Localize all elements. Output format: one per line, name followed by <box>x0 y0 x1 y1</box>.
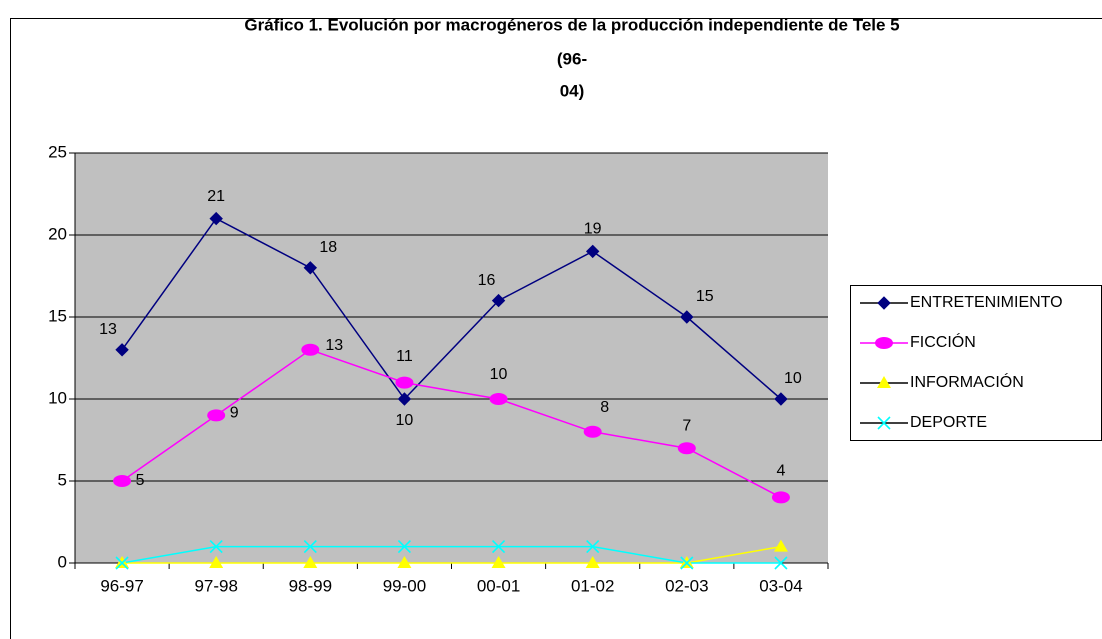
y-tick-label: 10 <box>48 388 67 407</box>
x-tick-label: 02-03 <box>665 576 708 595</box>
data-label: 9 <box>230 405 239 422</box>
data-label: 15 <box>696 288 714 305</box>
marker <box>303 261 318 275</box>
data-label: 21 <box>207 188 225 205</box>
legend-label: FICCIÓN <box>910 332 976 351</box>
y-tick-label: 0 <box>58 552 67 571</box>
marker <box>491 293 506 308</box>
marker <box>209 211 223 226</box>
chart-title: Gráfico 1. Evolución por macrogéneros de… <box>244 15 899 34</box>
data-label: 10 <box>490 366 508 383</box>
data-label: 11 <box>396 348 413 365</box>
marker <box>585 556 600 568</box>
data-label: 18 <box>319 239 337 256</box>
x-tick-label: 03-04 <box>759 576 802 595</box>
marker <box>209 556 224 568</box>
data-label: 4 <box>776 463 785 480</box>
y-tick-label: 25 <box>48 142 67 161</box>
marker <box>397 556 412 568</box>
plot-area <box>75 153 828 563</box>
y-tick-label: 20 <box>48 224 67 243</box>
data-label: 19 <box>584 221 602 238</box>
marker <box>774 556 788 570</box>
y-tick-label: 5 <box>58 470 67 489</box>
marker <box>875 337 893 349</box>
marker <box>583 425 602 438</box>
marker <box>113 475 132 487</box>
legend-label: ENTRETENIMIENTO <box>910 294 1063 311</box>
marker <box>301 343 320 356</box>
marker <box>303 540 317 554</box>
chart-title: (96- <box>557 49 587 68</box>
marker <box>207 409 226 422</box>
data-label: 16 <box>478 272 496 289</box>
legend-label: DEPORTE <box>910 414 987 431</box>
y-tick-label: 15 <box>48 306 67 325</box>
chart-border <box>10 18 1102 639</box>
series-line <box>121 348 782 499</box>
marker <box>491 556 506 568</box>
marker <box>877 416 891 430</box>
marker <box>680 556 694 570</box>
series-line <box>122 545 782 564</box>
data-label: 13 <box>99 321 117 338</box>
series-line <box>121 217 782 401</box>
marker <box>677 442 696 455</box>
data-label: 10 <box>396 412 414 429</box>
marker <box>115 343 129 357</box>
marker <box>877 296 891 310</box>
chart-title: 04) <box>560 81 585 100</box>
x-tick-label: 99-00 <box>383 576 426 595</box>
legend-label: INFORMACIÓN <box>910 372 1024 391</box>
x-tick-label: 98-99 <box>289 576 332 595</box>
marker <box>209 540 223 554</box>
data-label: 10 <box>784 370 802 387</box>
marker <box>586 540 600 554</box>
marker <box>397 392 412 406</box>
x-tick-label: 97-98 <box>194 576 237 595</box>
x-tick-label: 01-02 <box>571 576 614 595</box>
marker <box>585 244 600 259</box>
data-label: 5 <box>136 472 145 489</box>
marker <box>489 393 508 405</box>
marker <box>773 539 788 552</box>
marker <box>397 540 412 554</box>
data-label: 7 <box>682 417 691 434</box>
legend-box <box>850 285 1102 441</box>
marker <box>680 310 694 324</box>
marker <box>303 556 318 568</box>
marker <box>395 376 414 389</box>
series-line <box>121 545 781 564</box>
x-tick-label: 96-97 <box>100 576 143 595</box>
marker <box>774 392 788 406</box>
data-label: 13 <box>325 337 343 354</box>
marker <box>877 376 891 388</box>
x-tick-label: 00-01 <box>477 576 520 595</box>
marker <box>491 540 506 554</box>
marker <box>115 556 129 570</box>
marker <box>771 491 790 504</box>
data-label: 8 <box>600 399 609 416</box>
